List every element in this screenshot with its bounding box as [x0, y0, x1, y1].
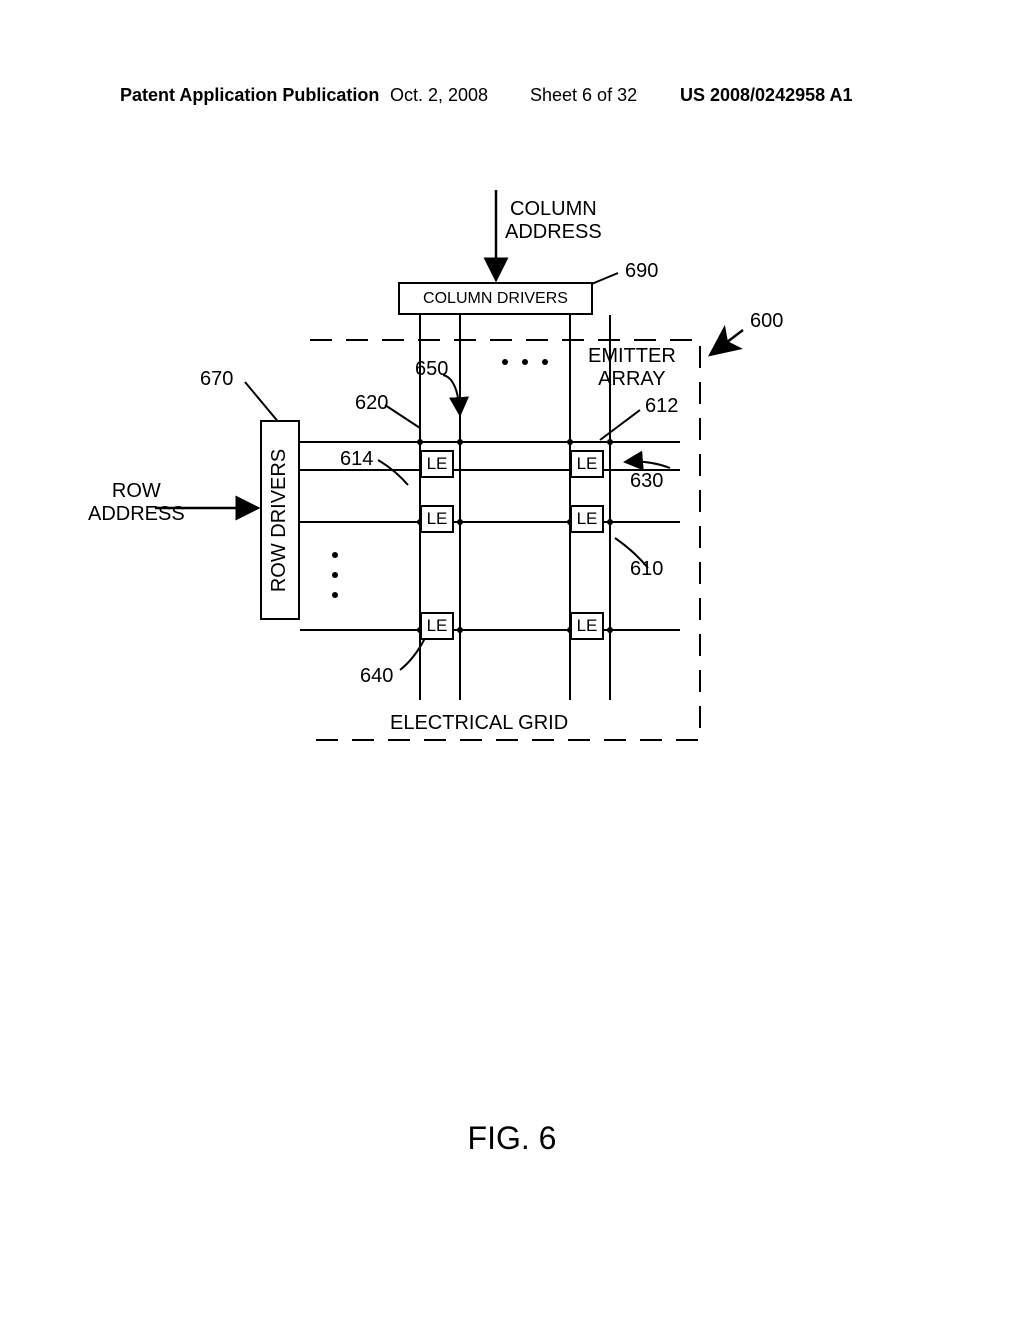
header-pubno: US 2008/0242958 A1	[680, 85, 852, 106]
ref-640: 640	[360, 665, 393, 688]
row-drivers-box: ROW DRIVERS	[260, 420, 300, 620]
header-sheet: Sheet 6 of 32	[530, 85, 637, 106]
column-address-label: COLUMN ADDRESS	[505, 198, 602, 244]
le-box-1: LE	[420, 450, 454, 478]
diagram-container: COLUMN ADDRESS COLUMN DRIVERS EMITTER AR…	[0, 160, 1024, 960]
le-box-5: LE	[420, 612, 454, 640]
ref-612: 612	[645, 395, 678, 418]
column-drivers-box: COLUMN DRIVERS	[398, 282, 593, 315]
ref-610: 610	[630, 558, 663, 581]
ref-614: 614	[340, 448, 373, 471]
electrical-grid-label: ELECTRICAL GRID	[390, 712, 568, 735]
diagram-svg	[0, 160, 1024, 960]
figure-label: FIG. 6	[0, 1120, 1024, 1157]
ref-600: 600	[750, 310, 783, 333]
ref-670: 670	[200, 368, 233, 391]
ref-620: 620	[355, 392, 388, 415]
header-left: Patent Application Publication	[120, 85, 379, 106]
le-box-4: LE	[570, 505, 604, 533]
row-drivers-text: ROW DRIVERS	[269, 448, 292, 591]
le-box-2: LE	[570, 450, 604, 478]
le-box-6: LE	[570, 612, 604, 640]
ref-690: 690	[625, 260, 658, 283]
ref-650: 650	[415, 358, 448, 381]
le-box-3: LE	[420, 505, 454, 533]
row-address-label: ROW ADDRESS	[88, 480, 185, 526]
column-drivers-text: COLUMN DRIVERS	[423, 290, 568, 308]
emitter-array-label: EMITTER ARRAY	[588, 345, 676, 391]
ref-630: 630	[630, 470, 663, 493]
header-date: Oct. 2, 2008	[390, 85, 488, 106]
